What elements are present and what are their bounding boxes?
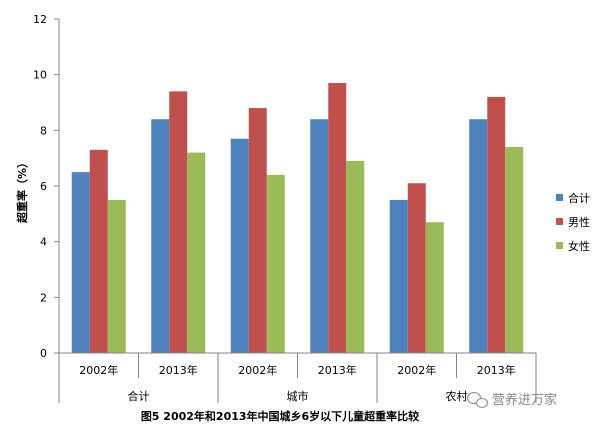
watermark: 营养进万家 <box>466 391 557 409</box>
bars <box>71 83 524 354</box>
bar <box>89 149 108 353</box>
legend-swatch <box>556 218 563 225</box>
y-tick-label: 6 <box>40 180 47 193</box>
legend-label: 女性 <box>568 239 590 253</box>
bar <box>469 119 488 353</box>
bar <box>346 160 365 353</box>
bar <box>107 199 126 353</box>
bar <box>487 96 506 353</box>
legend-swatch <box>556 194 563 201</box>
x-tick-label: 2002年 <box>79 363 118 377</box>
bar <box>389 199 408 353</box>
bar <box>328 83 347 354</box>
x-group-label: 合计 <box>128 389 150 403</box>
x-tick-label: 2002年 <box>238 363 277 377</box>
x-group-label: 城市 <box>287 389 309 403</box>
bar <box>407 183 426 353</box>
y-tick-label: 2 <box>40 291 47 304</box>
bar <box>71 172 90 353</box>
legend-label: 合计 <box>568 191 590 205</box>
y-tick-label: 4 <box>40 236 47 249</box>
y-axis: 0 2 4 6 8 10 12 <box>33 13 60 360</box>
x-tick-label: 2002年 <box>397 363 436 377</box>
y-axis-label: 超重率（%） <box>15 157 29 224</box>
x-tick-label: 2013年 <box>159 363 198 377</box>
y-tick-label: 0 <box>40 347 47 360</box>
bar <box>187 152 206 353</box>
bar <box>266 174 285 353</box>
legend-label: 男性 <box>568 215 590 229</box>
chart-caption: 图5 2002年和2013年中国城乡6岁以下儿童超重率比较 <box>141 409 419 423</box>
bar <box>169 91 188 353</box>
bar <box>230 138 249 353</box>
bar <box>425 222 444 353</box>
bar <box>505 147 524 353</box>
bar <box>310 119 329 353</box>
x-tick-label: 2013年 <box>477 363 516 377</box>
y-tick-label: 12 <box>33 13 47 26</box>
bar <box>248 108 267 353</box>
y-tick-label: 10 <box>33 69 47 82</box>
y-tick-label: 8 <box>40 124 47 137</box>
legend-swatch <box>556 242 563 249</box>
watermark-text: 营养进万家 <box>492 392 557 408</box>
wechat-icon <box>466 391 489 409</box>
x-group-label: 农村 <box>446 389 468 403</box>
bar <box>151 119 170 353</box>
x-tick-label: 2013年 <box>318 363 357 377</box>
